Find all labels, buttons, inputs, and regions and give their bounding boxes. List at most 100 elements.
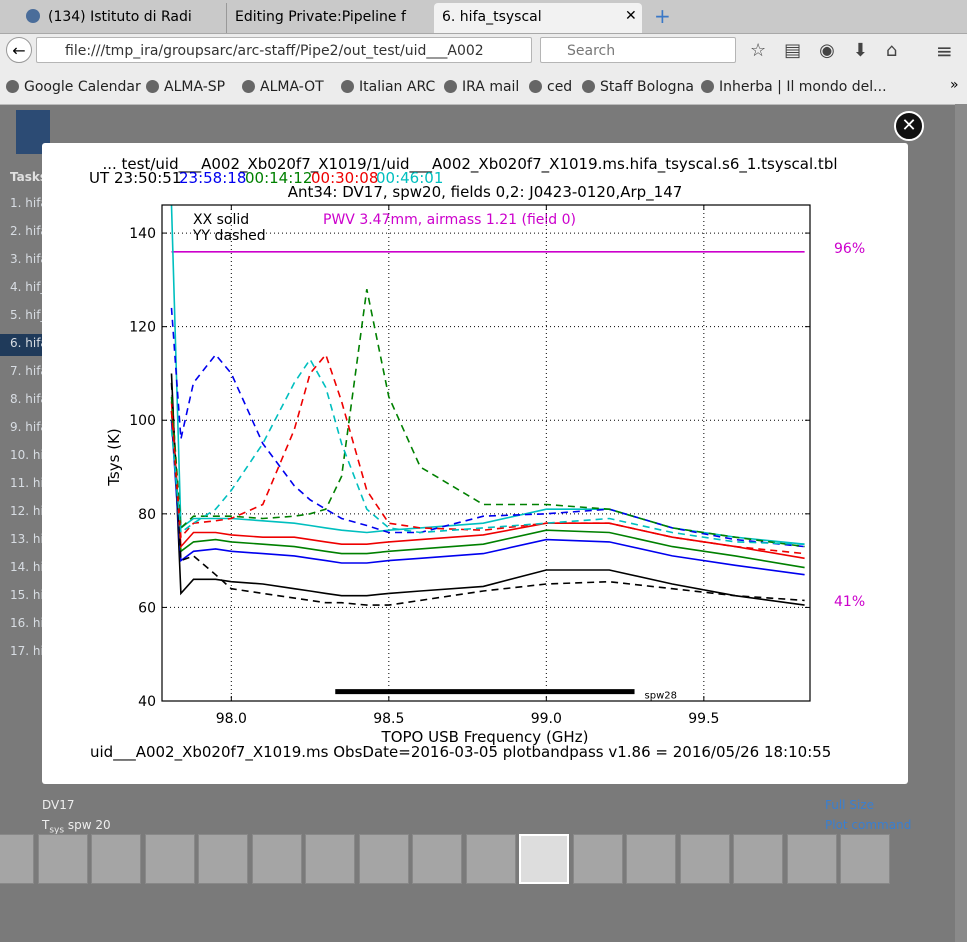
- task-item[interactable]: 13. hi: [10, 532, 44, 546]
- task-item[interactable]: 2. hifa: [10, 224, 48, 238]
- series-line: [170, 289, 805, 548]
- toolbar: ← file:///tmp_ira/groupsarc/arc-staff/Pi…: [0, 34, 967, 68]
- thumbnail[interactable]: [733, 834, 783, 884]
- series-line: [170, 410, 805, 569]
- x-tick-label: 98.0: [216, 711, 247, 727]
- search-box[interactable]: Search: [540, 37, 736, 63]
- bookmark[interactable]: Google Calendar: [6, 79, 141, 95]
- bookmarks-bar: Google Calendar ALMA-SP ALMA-OT Italian …: [0, 68, 967, 105]
- thumbnail[interactable]: [144, 834, 195, 884]
- annotation: XX solid: [193, 212, 249, 228]
- thumbnail[interactable]: [519, 834, 569, 884]
- tab-title: (134) Istituto di Radi: [48, 9, 192, 25]
- y-axis-label: Tsys (K): [105, 428, 123, 487]
- tsys-rest: spw 20: [64, 818, 111, 832]
- thumbnail[interactable]: [786, 834, 837, 884]
- tab-bar: (134) Istituto di Radi Editing Private:P…: [0, 0, 967, 34]
- y-tick-label: 40: [138, 694, 156, 710]
- ut-time: 00:46:01: [376, 169, 443, 187]
- task-item[interactable]: 12. hi: [10, 504, 44, 518]
- y-tick-label: 100: [129, 413, 156, 429]
- bookmark[interactable]: IRA mail: [444, 79, 519, 95]
- modal: ... test/uid___A002_Xb020f7_X1019/1/uid_…: [42, 143, 908, 784]
- y-tick-label: 120: [129, 320, 156, 336]
- x-tick-label: 99.5: [688, 711, 719, 727]
- x-tick-label: 99.0: [531, 711, 562, 727]
- x-axis-label: TOPO USB Frequency (GHz): [381, 728, 589, 746]
- tab-title: 6. hifa_tsyscal: [442, 9, 542, 25]
- thumbnail[interactable]: [305, 834, 355, 884]
- task-item[interactable]: 10. hi: [10, 448, 44, 462]
- thumbnail[interactable]: [0, 834, 34, 884]
- task-item[interactable]: 4. hif_: [10, 280, 47, 294]
- spw-bar-label: spw28: [645, 691, 677, 702]
- task-item[interactable]: 16. hi: [10, 616, 44, 630]
- thumbnail[interactable]: [679, 834, 730, 884]
- thumbnail[interactable]: [840, 834, 890, 884]
- tab-active[interactable]: 6. hifa_tsyscal: [434, 3, 642, 33]
- close-button[interactable]: ✕: [894, 111, 924, 141]
- task-item[interactable]: 15. hi: [10, 588, 44, 602]
- tab-title: Editing Private:Pipeline f: [235, 9, 406, 25]
- ut-time: 00:30:08: [311, 169, 378, 187]
- thumbnail[interactable]: [358, 834, 409, 884]
- task-item[interactable]: 17. hi: [10, 644, 44, 658]
- toolbar-icons[interactable]: ☆▤◉⬇⌂: [750, 40, 916, 61]
- task-item[interactable]: 9. hifa: [10, 420, 48, 434]
- task-item[interactable]: 8. hifa: [10, 392, 48, 406]
- series-line: [170, 205, 805, 545]
- ut-time: 23:50:51: [114, 169, 181, 187]
- series-line: [170, 382, 805, 606]
- thumbnail[interactable]: [465, 834, 516, 884]
- plot-frame: [161, 204, 811, 702]
- thumbnail[interactable]: [572, 834, 623, 884]
- thumbnail[interactable]: [198, 834, 248, 884]
- ut-time: 00:14:12: [245, 169, 312, 187]
- url-bar[interactable]: file:///tmp_ira/groupsarc/arc-staff/Pipe…: [36, 37, 532, 63]
- url-text: file:///tmp_ira/groupsarc/arc-staff/Pipe…: [65, 43, 484, 59]
- scrollbar[interactable]: [955, 104, 967, 942]
- tab[interactable]: (134) Istituto di Radi: [18, 3, 218, 33]
- tsys-label: Tsys spw 20: [42, 818, 111, 835]
- task-item[interactable]: 7. hifa: [10, 364, 48, 378]
- antenna-label: DV17: [42, 798, 75, 812]
- task-item[interactable]: 3. hifa: [10, 252, 48, 266]
- series-line: [170, 357, 805, 545]
- series-line: [170, 307, 805, 548]
- new-tab[interactable]: +: [654, 4, 671, 28]
- task-item[interactable]: 1. hifa: [10, 196, 48, 210]
- chart-title: ... test/uid___A002_Xb020f7_X1019/1/uid_…: [102, 155, 837, 174]
- task-item[interactable]: 11. hi: [10, 476, 44, 490]
- bookmark[interactable]: Italian ARC: [341, 79, 435, 95]
- bookmark[interactable]: Inherba | Il mondo del...: [701, 79, 887, 95]
- menu-button[interactable]: ≡: [936, 39, 953, 63]
- thumbnail[interactable]: [37, 834, 88, 884]
- task-item[interactable]: 6. hifa: [10, 336, 48, 350]
- sidebar-title: Tasks: [10, 170, 48, 184]
- bookmark[interactable]: Staff Bologna: [582, 79, 694, 95]
- thumbnail[interactable]: [251, 834, 302, 884]
- tab[interactable]: Editing Private:Pipeline f: [226, 3, 426, 33]
- plot-command-link[interactable]: Plot command: [825, 818, 912, 832]
- pwv-annotation: PWV 3.47mm, airmass 1.21 (field 0): [323, 212, 576, 228]
- bookmark[interactable]: ALMA-SP: [146, 79, 225, 95]
- bookmark[interactable]: ced: [529, 79, 572, 95]
- ut-time: 23:58:18: [179, 169, 246, 187]
- series-line: [170, 420, 805, 576]
- right-label: 96%: [834, 241, 865, 257]
- tab-close[interactable]: ✕: [625, 8, 637, 24]
- thumbnail[interactable]: [626, 834, 676, 884]
- y-tick-label: 60: [138, 600, 156, 616]
- y-tick-label: 140: [129, 226, 156, 242]
- thumbnail[interactable]: [91, 834, 141, 884]
- back-button[interactable]: ←: [6, 37, 32, 63]
- thumbnail[interactable]: [412, 834, 462, 884]
- task-item[interactable]: 14. hi: [10, 560, 44, 574]
- bookmark[interactable]: ALMA-OT: [242, 79, 324, 95]
- full-size-link[interactable]: Full Size: [825, 798, 874, 812]
- task-item[interactable]: 5. hif_: [10, 308, 47, 322]
- chart-subtitle: Ant34: DV17, spw20, fields 0,2: J0423-01…: [288, 183, 683, 202]
- chart: ... test/uid___A002_Xb020f7_X1019/1/uid_…: [89, 155, 865, 762]
- more-bookmarks[interactable]: »: [950, 77, 959, 93]
